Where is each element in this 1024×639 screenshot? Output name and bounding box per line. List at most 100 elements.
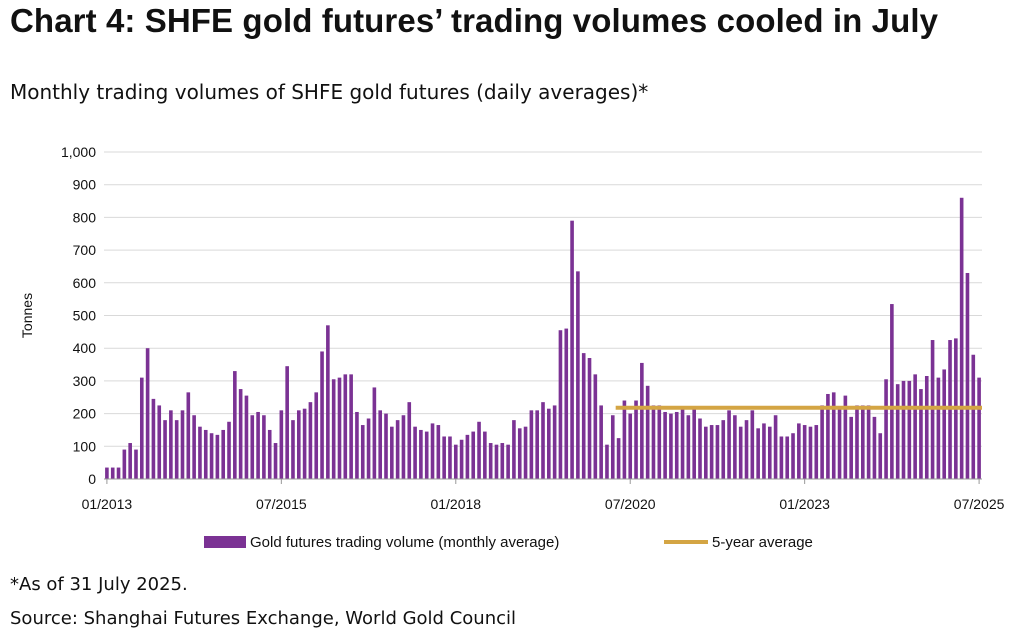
bar [913, 374, 917, 479]
bar [494, 444, 499, 479]
bar [349, 374, 353, 479]
x-tick-label: 07/2015 [256, 496, 307, 512]
bar [698, 418, 702, 479]
bar [773, 415, 778, 479]
bar [308, 402, 313, 479]
bar [395, 420, 400, 479]
x-axis-tick-labels: 01/2013 07/2015 01/2018 07/2020 01/2023 07/20… [82, 479, 1005, 512]
y-tick-label: 0 [88, 471, 96, 487]
bar [581, 353, 586, 479]
bar [157, 405, 162, 479]
bar [895, 384, 900, 479]
y-tick-label: 900 [73, 177, 97, 193]
bar [448, 436, 452, 479]
bar [436, 425, 441, 479]
bar [721, 420, 726, 479]
bar [570, 220, 574, 480]
bar [500, 443, 505, 479]
bar [279, 410, 284, 479]
bar [576, 271, 580, 479]
bar [680, 407, 685, 479]
bar [471, 431, 476, 479]
bar [517, 428, 522, 479]
y-tick-label: 700 [73, 242, 97, 258]
bar [244, 395, 249, 479]
bar [727, 410, 731, 479]
bar [180, 410, 185, 479]
bar [512, 420, 516, 479]
bar [169, 410, 173, 479]
bar [547, 408, 551, 479]
bar [134, 449, 138, 479]
bar [872, 416, 877, 479]
bar [924, 376, 929, 479]
bar [320, 351, 324, 479]
bar [250, 415, 255, 479]
y-tick-label: 300 [73, 373, 97, 389]
bar [506, 444, 510, 479]
bar [267, 429, 272, 479]
bar [634, 400, 638, 479]
bar [215, 434, 220, 479]
bar [808, 426, 813, 479]
bar [843, 395, 848, 479]
bar [692, 407, 696, 479]
bar [861, 405, 865, 479]
bar [233, 371, 237, 479]
bar [302, 408, 307, 479]
bar [610, 415, 615, 479]
bar [959, 197, 964, 479]
bar [785, 436, 790, 479]
bar [483, 431, 487, 479]
bar [733, 415, 737, 479]
bar [628, 413, 633, 479]
y-tick-label: 1,000 [61, 144, 96, 160]
y-tick-label: 200 [73, 406, 97, 422]
bar [465, 434, 470, 479]
bar [640, 362, 644, 479]
bar [971, 354, 976, 479]
bar [762, 423, 766, 479]
bar [285, 366, 289, 479]
bar [390, 426, 394, 479]
bar [413, 426, 417, 479]
bar [965, 272, 970, 479]
bar [744, 420, 749, 479]
bar [791, 433, 795, 479]
bar [372, 387, 377, 479]
bar [186, 392, 191, 479]
legend-label-bars: Gold futures trading volume (monthly ave… [250, 534, 559, 551]
bar [704, 426, 708, 479]
chart-subtitle: Monthly trading volumes of SHFE gold fut… [10, 80, 649, 104]
bar [587, 358, 592, 479]
bar [221, 429, 226, 479]
bar [605, 444, 609, 479]
bar [256, 411, 260, 479]
x-tick-label: 07/2025 [954, 496, 1005, 512]
bar [331, 379, 336, 479]
bar [262, 415, 266, 479]
bar [645, 385, 650, 479]
bar [105, 467, 109, 479]
bar [558, 330, 563, 479]
bar [552, 405, 557, 479]
bar [163, 420, 167, 479]
source-note: Source: Shanghai Futures Exchange, World… [10, 608, 516, 629]
bar [209, 433, 214, 479]
bar [419, 429, 423, 479]
bar [488, 443, 493, 479]
bar [901, 380, 906, 479]
bar [738, 426, 743, 479]
bar [337, 377, 342, 479]
bar [814, 425, 819, 479]
bar [192, 415, 196, 479]
bar [651, 405, 656, 479]
bar [203, 429, 208, 479]
bar [110, 467, 115, 479]
bar [849, 416, 853, 479]
bar [529, 410, 534, 479]
x-tick-label: 01/2018 [430, 496, 481, 512]
bar [756, 428, 760, 479]
bar [820, 405, 824, 479]
y-axis-tick-labels: 0 100 200 300 400 500 600 700 800 900 1,000 [61, 144, 96, 487]
